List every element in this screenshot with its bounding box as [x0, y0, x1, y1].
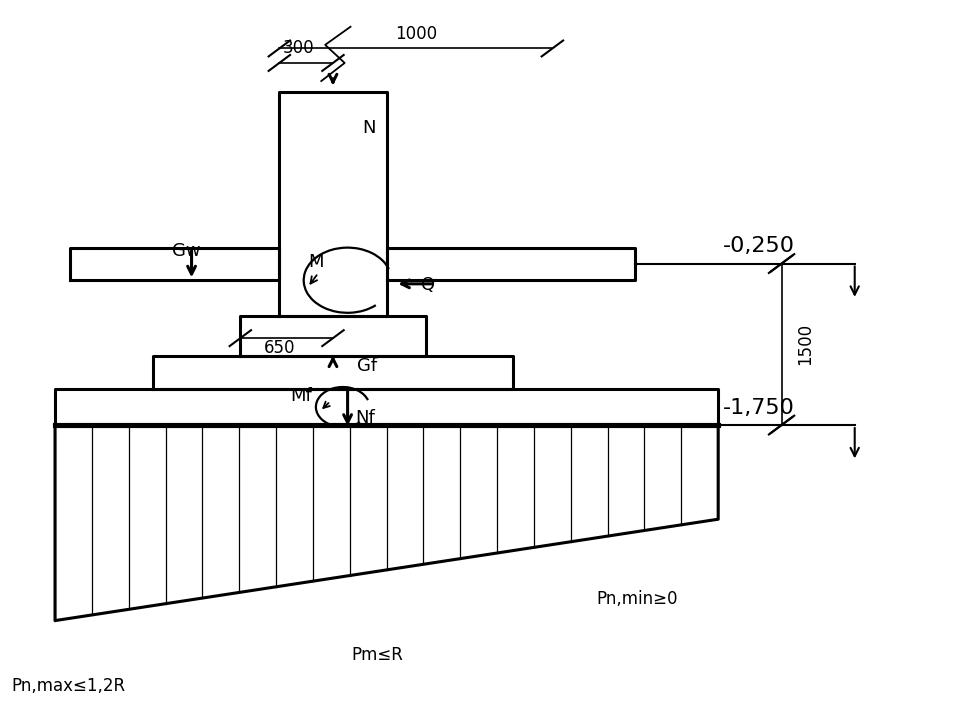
Text: M: M	[309, 253, 323, 271]
Text: 1500: 1500	[795, 324, 814, 366]
Text: -1,750: -1,750	[722, 398, 794, 418]
Text: Mf: Mf	[289, 387, 312, 405]
Text: Q: Q	[420, 276, 435, 294]
Text: N: N	[361, 119, 375, 137]
Text: Gw: Gw	[172, 242, 200, 260]
Text: Pn,min≥0: Pn,min≥0	[596, 590, 677, 608]
Text: Nf: Nf	[355, 409, 375, 427]
Text: 300: 300	[282, 39, 315, 57]
Text: Pm≤R: Pm≤R	[351, 646, 403, 664]
Text: Pn,max≤1,2R: Pn,max≤1,2R	[11, 677, 125, 695]
Text: 650: 650	[264, 339, 295, 356]
Text: -0,250: -0,250	[722, 236, 794, 257]
Text: Gf: Gf	[357, 357, 377, 374]
Text: 1000: 1000	[395, 25, 437, 43]
